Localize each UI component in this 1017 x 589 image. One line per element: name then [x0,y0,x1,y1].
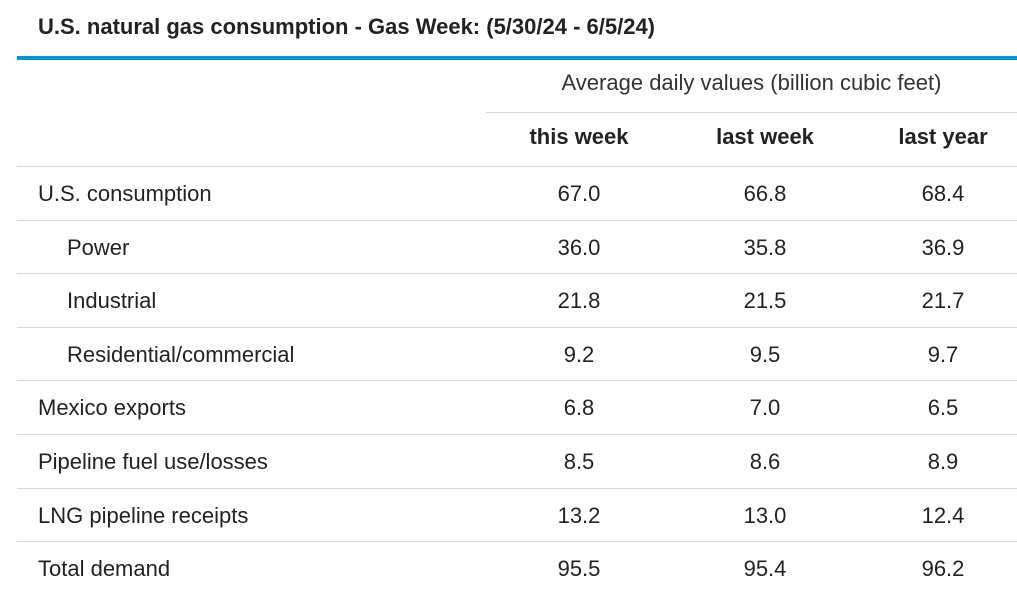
column-header-last-week: last week [716,124,814,149]
cell-last-year: 9.7 [927,342,959,367]
units-subheader: Average daily values (billion cubic feet… [561,70,942,95]
row-label: Power [67,235,130,260]
cell-this-week: 95.5 [557,556,601,581]
row-divider [17,434,1017,435]
row-label: Industrial [67,288,157,313]
row-label: U.S. consumption [38,181,212,206]
cell-last-year: 12.4 [921,503,965,528]
row-label: Residential/commercial [67,342,295,367]
cell-this-week: 67.0 [557,181,601,206]
cell-last-week: 13.0 [743,503,787,528]
cell-this-week: 36.0 [557,235,601,260]
subheader-divider [486,112,1017,113]
row-label: Mexico exports [38,395,186,420]
cell-this-week: 21.8 [557,288,601,313]
column-header-this-week: this week [529,124,629,149]
cell-last-year: 96.2 [921,556,965,581]
cell-this-week: 13.2 [557,503,601,528]
cell-last-week: 9.5 [749,342,781,367]
cell-last-year: 21.7 [921,288,965,313]
cell-last-week: 21.5 [743,288,787,313]
cell-last-year: 36.9 [921,235,965,260]
row-divider [17,488,1017,489]
row-divider [17,541,1017,542]
cell-this-week: 6.8 [563,395,595,420]
row-label: LNG pipeline receipts [38,503,249,528]
cell-last-year: 6.5 [927,395,959,420]
cell-last-year: 8.9 [927,449,959,474]
cell-this-week: 9.2 [563,342,595,367]
column-header-last-year: last year [898,124,988,149]
row-divider [17,273,1017,274]
cell-last-year: 68.4 [921,181,965,206]
cell-this-week: 8.5 [563,449,595,474]
row-divider [17,380,1017,381]
cell-last-week: 95.4 [743,556,787,581]
row-label: Pipeline fuel use/losses [38,449,268,474]
table-title: U.S. natural gas consumption - Gas Week:… [38,14,656,39]
cell-last-week: 35.8 [743,235,787,260]
header-divider [17,166,1017,167]
row-divider [17,327,1017,328]
row-divider [17,220,1017,221]
title-accent-rule [17,56,1017,60]
cell-last-week: 8.6 [749,449,781,474]
cell-last-week: 66.8 [743,181,787,206]
cell-last-week: 7.0 [749,395,781,420]
row-label: Total demand [38,556,171,581]
